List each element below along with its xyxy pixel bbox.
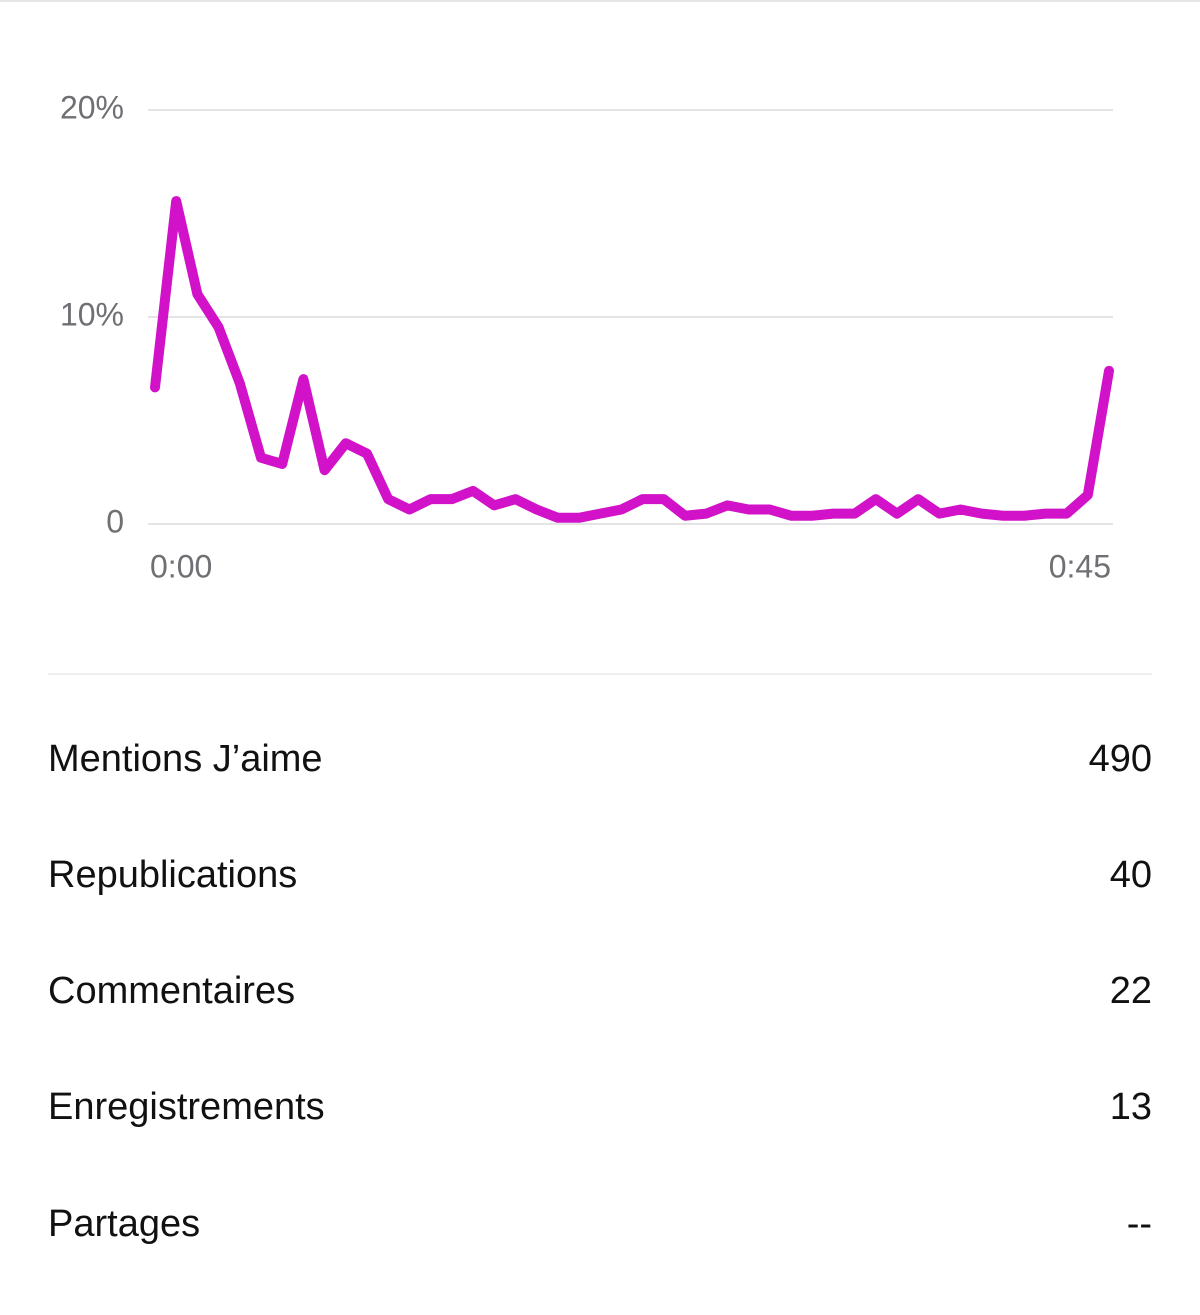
metric-value: 22 — [1109, 970, 1152, 1013]
metric-row: Mentions J’aime 490 — [48, 734, 1152, 784]
metric-label: Enregistrements — [48, 1086, 325, 1129]
y-tick-label: 10% — [60, 296, 124, 332]
x-tick-label: 0:45 — [1049, 548, 1111, 584]
metric-label: Republications — [48, 853, 298, 896]
metric-value: 40 — [1109, 853, 1152, 896]
metric-row: Enregistrements 13 — [48, 1083, 1152, 1133]
metric-value: 490 — [1088, 737, 1152, 780]
metric-label: Commentaires — [48, 970, 296, 1013]
data-line — [150, 196, 1114, 523]
x-tick-label: 0:00 — [150, 548, 212, 584]
metric-value: -- — [1126, 1202, 1152, 1245]
chart: 0 10% 20% 0:00 0:45 — [60, 89, 1114, 584]
separator — [48, 673, 1152, 675]
metric-row: Republications 40 — [48, 850, 1152, 900]
metric-row: Partages -- — [48, 1199, 1152, 1249]
metric-row: Commentaires 22 — [48, 967, 1152, 1017]
metric-label: Mentions J’aime — [48, 737, 323, 780]
y-tick-label: 20% — [60, 89, 124, 125]
y-tick-label: 0 — [106, 503, 124, 539]
metric-value: 13 — [1109, 1086, 1152, 1129]
metric-label: Partages — [48, 1202, 201, 1245]
